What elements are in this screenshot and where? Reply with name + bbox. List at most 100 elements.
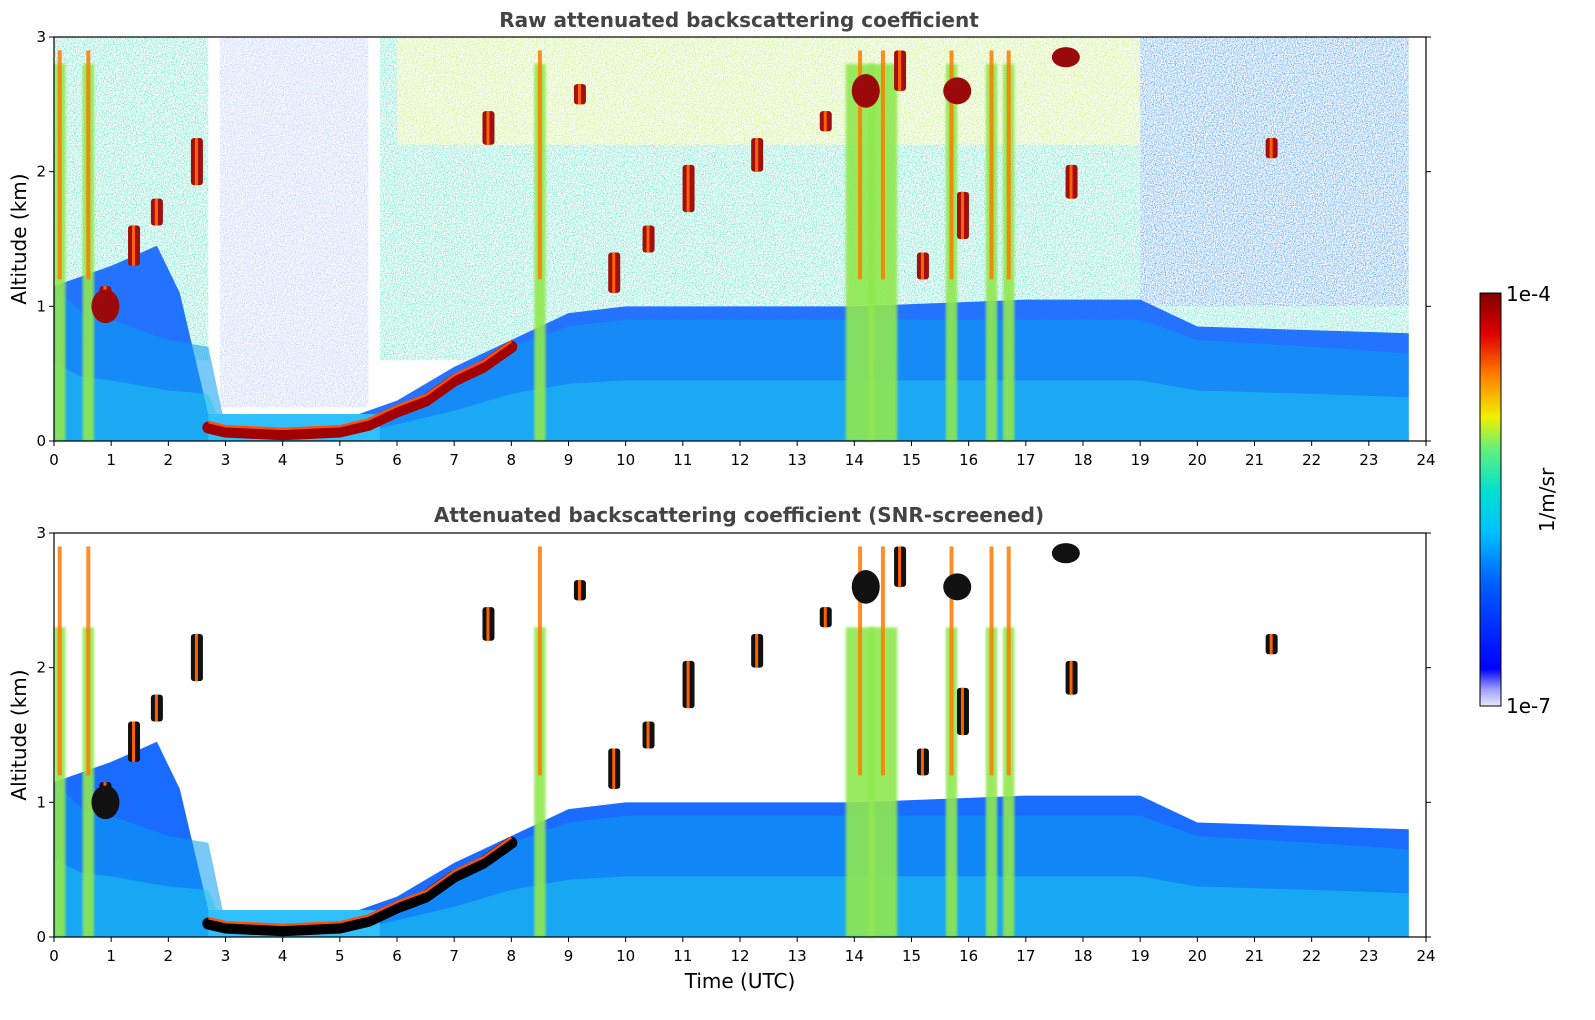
panel-1-x-ticks: 0 1 2 3 4 5 6 7 8 9 10 11 12 13 14 15 16 17 18 19 20 21 22 23 24 xyxy=(49,441,1436,469)
x-tick-label: 23 xyxy=(1359,947,1378,965)
colorbar-unit-label: 1/m/sr xyxy=(1535,467,1559,532)
x-tick-label: 10 xyxy=(616,451,635,469)
y-tick-label: 3 xyxy=(36,524,46,542)
colorbar-max-label: 1e-4 xyxy=(1506,282,1551,306)
precipitation-streak xyxy=(985,50,998,441)
x-tick-label: 4 xyxy=(278,451,288,469)
x-tick-label: 22 xyxy=(1302,947,1321,965)
y-tick-label: 1 xyxy=(36,297,46,315)
precipitation-streak xyxy=(1002,50,1015,441)
x-tick-label: 5 xyxy=(335,947,345,965)
x-tick-label: 8 xyxy=(507,451,517,469)
x-tick-label: 21 xyxy=(1245,451,1264,469)
x-tick-label: 9 xyxy=(564,451,574,469)
panel-1-title: Raw attenuated backscattering coefficien… xyxy=(499,8,979,32)
x-tick-label: 13 xyxy=(788,947,807,965)
precipitation-streak xyxy=(54,50,66,441)
low-cloud-base xyxy=(202,340,518,441)
x-tick-label: 3 xyxy=(221,451,231,469)
cloud-patch xyxy=(851,74,880,108)
x-tick-label: 0 xyxy=(49,451,59,469)
x-tick-label: 6 xyxy=(392,947,402,965)
x-tick-label: 23 xyxy=(1359,451,1378,469)
x-tick-label: 17 xyxy=(1016,451,1035,469)
x-tick-label: 16 xyxy=(959,451,978,469)
panel-1-y-ticks: 0 1 2 3 xyxy=(36,28,1431,450)
x-tick-label: 8 xyxy=(507,947,517,965)
precipitation-streak xyxy=(54,546,66,937)
colorbar-min-label: 1e-7 xyxy=(1506,694,1551,718)
x-tick-label: 5 xyxy=(335,451,345,469)
panel-1-ylabel: Altitude (km) xyxy=(7,173,31,304)
x-tick-label: 9 xyxy=(564,947,574,965)
x-tick-label: 0 xyxy=(49,947,59,965)
y-tick-label: 1 xyxy=(36,793,46,811)
boundary-layer-core xyxy=(54,363,1409,441)
panel-2-xlabel: Time (UTC) xyxy=(684,969,796,993)
low-cloud-base xyxy=(202,836,518,937)
precipitation-streak xyxy=(945,50,958,441)
x-tick-label: 18 xyxy=(1073,451,1092,469)
x-tick-label: 13 xyxy=(788,451,807,469)
x-tick-label: 2 xyxy=(164,947,174,965)
precipitation-streak xyxy=(945,546,958,937)
y-tick-label: 0 xyxy=(36,928,46,946)
x-tick-label: 19 xyxy=(1131,947,1150,965)
x-tick-label: 12 xyxy=(730,451,749,469)
x-tick-label: 7 xyxy=(449,451,459,469)
boundary-layer-core xyxy=(54,859,1409,937)
x-tick-label: 19 xyxy=(1131,451,1150,469)
panel-2-y-ticks: 0 1 2 3 xyxy=(36,524,1431,946)
x-tick-label: 16 xyxy=(959,947,978,965)
y-tick-label: 2 xyxy=(36,659,46,677)
panel-2-x-ticks: 0 1 2 3 4 5 6 7 8 9 10 11 12 13 14 15 16 17 18 19 20 21 22 23 24 xyxy=(49,937,1436,965)
cloud-patch xyxy=(91,785,120,820)
x-tick-label: 20 xyxy=(1188,451,1207,469)
cloud-patch xyxy=(943,573,972,601)
panel-1-plot xyxy=(54,37,1426,441)
precipitation-streak xyxy=(868,546,898,937)
panel-raw: Raw attenuated backscattering coefficien… xyxy=(7,8,1436,469)
y-tick-label: 3 xyxy=(36,28,46,46)
x-tick-label: 2 xyxy=(164,451,174,469)
x-tick-label: 22 xyxy=(1302,451,1321,469)
panel-2-ylabel: Altitude (km) xyxy=(7,669,31,800)
precipitation-streak xyxy=(82,50,95,441)
cloud-patch xyxy=(91,289,120,324)
x-tick-label: 15 xyxy=(902,451,921,469)
cloud-patch xyxy=(943,77,972,105)
x-tick-label: 1 xyxy=(106,451,116,469)
x-tick-label: 21 xyxy=(1245,947,1264,965)
precipitation-streak xyxy=(534,50,546,441)
x-tick-label: 11 xyxy=(673,451,692,469)
x-tick-label: 18 xyxy=(1073,947,1092,965)
cloud-patch xyxy=(851,570,880,604)
x-tick-label: 11 xyxy=(673,947,692,965)
precipitation-streak xyxy=(1002,546,1015,937)
x-tick-label: 3 xyxy=(221,947,231,965)
panel-2-plot xyxy=(54,533,1426,937)
colorbar: 1e-4 1e-7 1/m/sr xyxy=(1479,282,1559,718)
x-tick-label: 17 xyxy=(1016,947,1035,965)
cloud-patch xyxy=(1051,543,1080,564)
y-tick-label: 0 xyxy=(36,432,46,450)
x-tick-label: 24 xyxy=(1416,947,1435,965)
precipitation-streak xyxy=(985,546,998,937)
x-tick-label: 4 xyxy=(278,947,288,965)
precipitation-streak xyxy=(534,546,546,937)
panel-screened: Attenuated backscattering coefficient (S… xyxy=(7,503,1436,993)
precipitation-streak xyxy=(82,546,95,937)
x-tick-label: 12 xyxy=(730,947,749,965)
x-tick-label: 14 xyxy=(845,947,864,965)
x-tick-label: 20 xyxy=(1188,947,1207,965)
x-tick-label: 24 xyxy=(1416,451,1435,469)
x-tick-label: 10 xyxy=(616,947,635,965)
x-tick-label: 7 xyxy=(449,947,459,965)
x-tick-label: 14 xyxy=(845,451,864,469)
colorbar-gradient xyxy=(1479,292,1502,707)
x-tick-label: 6 xyxy=(392,451,402,469)
x-tick-label: 1 xyxy=(106,947,116,965)
cloud-patch xyxy=(1051,47,1080,68)
precipitation-streak xyxy=(868,50,898,441)
